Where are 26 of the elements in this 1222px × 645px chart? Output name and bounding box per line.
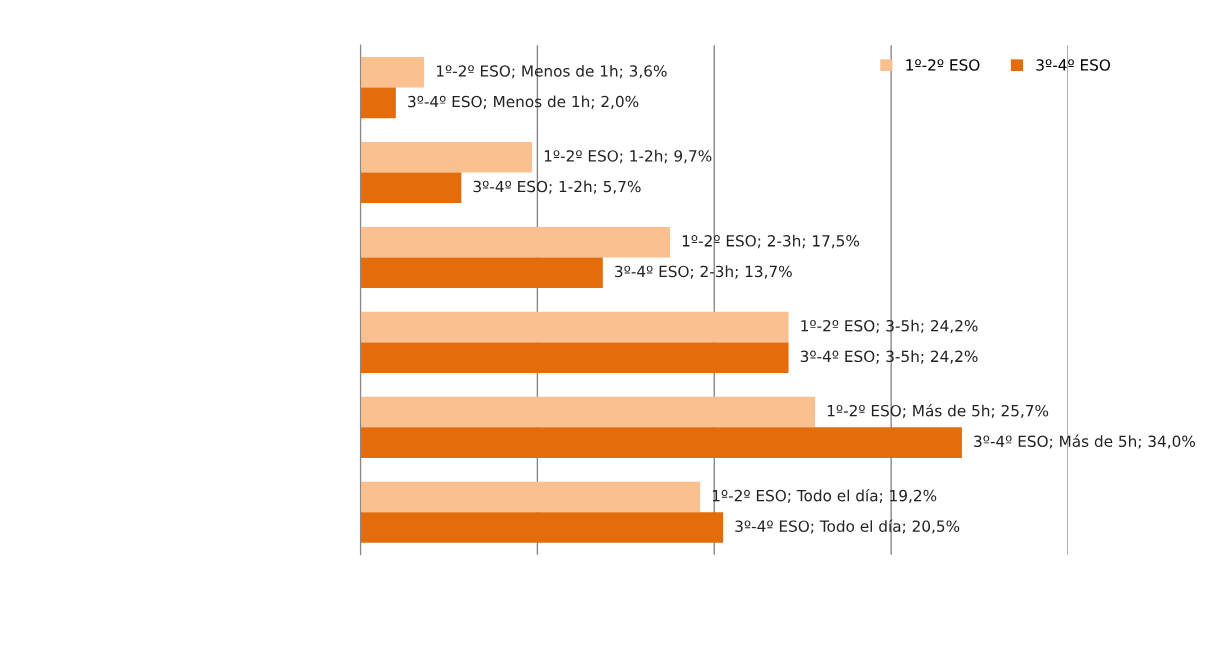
bar: [360, 427, 962, 458]
bar: [360, 342, 789, 373]
data-label: 3º-4º ESO; Menos de 1h; 2,0%: [408, 95, 639, 109]
data-label: 3º-4º ESO; 2-3h; 13,7%: [615, 265, 792, 279]
bar: [360, 311, 789, 343]
bar: [360, 87, 396, 119]
data-label: 3º-4º ESO; Todo el día; 20,5%: [735, 519, 960, 534]
bar: [360, 481, 701, 513]
data-label: 1º-2º ESO; Todo el día; 19,2%: [712, 488, 937, 503]
data-label: 1º-2º ESO; 3-5h; 24,2%: [801, 319, 978, 334]
data-label: 1º-2º ESO; Más de 5h; 25,7%: [827, 404, 1049, 419]
bar: [360, 226, 671, 258]
bar: [360, 141, 533, 173]
bar: [360, 257, 603, 289]
bar: [360, 396, 816, 428]
data-label: 3º-4º ESO; 3-5h; 24,2%: [800, 350, 978, 364]
bar: [360, 172, 462, 204]
data-label: 3º-4º ESO; Más de 5h; 34,0%: [974, 434, 1196, 449]
data-label: 1º-2º ESO; Menos de 1h; 3,6%: [436, 64, 667, 79]
legend-label: 1º-2º ESO: [906, 59, 980, 71]
legend-label: 3º-4º ESO: [1036, 59, 1111, 71]
bar: [360, 512, 724, 543]
bar: [360, 57, 425, 88]
data-label: 3º-4º ESO; 1-2h; 5,7%: [473, 180, 641, 194]
data-label: 1º-2º ESO; 2-3h; 17,5%: [682, 234, 860, 249]
data-label: 1º-2º ESO; 1-2h; 9,7%: [544, 149, 712, 164]
